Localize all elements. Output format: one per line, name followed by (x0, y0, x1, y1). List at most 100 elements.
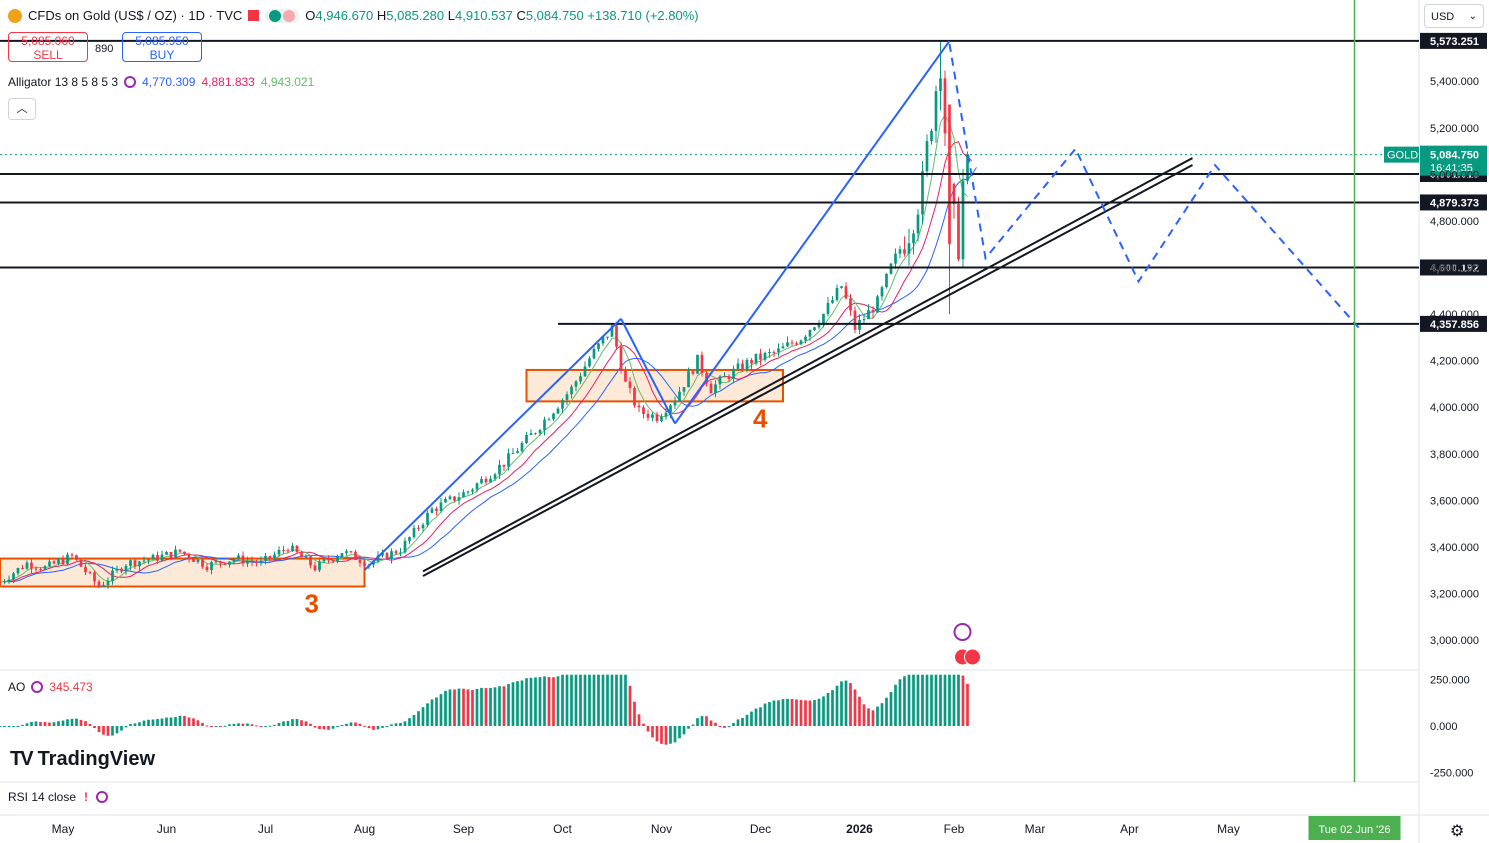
chevron-down-icon: ⌄ (1468, 11, 1477, 22)
candle-body (399, 552, 402, 554)
status-pill[interactable] (265, 8, 300, 23)
candle-body (601, 337, 605, 344)
price-tick-label: 4,600.000 (1430, 263, 1479, 275)
ao-bar (336, 726, 339, 727)
time-tick-label: Apr (1120, 822, 1139, 836)
symbol-title[interactable]: CFDs on Gold (US$ / OZ) · 1D · TVC (28, 8, 243, 23)
candle-body (732, 368, 735, 379)
candle-body (768, 352, 771, 354)
ao-bar (903, 676, 906, 726)
price-tick-label: 4,000.000 (1430, 402, 1479, 414)
ao-bar (367, 726, 371, 729)
candle-body (273, 554, 276, 559)
ao-bar (642, 723, 645, 726)
ao-bar (111, 726, 114, 736)
candle-body (300, 552, 303, 558)
rsi-reload-icon[interactable] (96, 791, 109, 803)
candle-body (952, 183, 956, 205)
candle-body (376, 555, 380, 562)
indicator-settings-icon[interactable] (124, 76, 137, 88)
candle-body (844, 286, 848, 299)
ao-bar (219, 726, 222, 727)
candle-body (795, 343, 798, 345)
ao-bar (277, 722, 281, 726)
candle-body (255, 562, 258, 564)
ao-bar (453, 689, 456, 726)
ao-bar (52, 722, 56, 726)
sell-button[interactable]: 5,085.060 SELL (8, 32, 88, 62)
ao-bar (25, 723, 29, 726)
candle-body (921, 171, 924, 215)
settings-gear-icon[interactable]: ⚙ (1450, 823, 1465, 840)
candle-body (390, 551, 393, 560)
candle-body (696, 354, 699, 374)
candle-body (304, 556, 308, 558)
ao-bar (552, 677, 555, 726)
currency-select[interactable]: USD ⌄ (1424, 4, 1484, 28)
candle-body (831, 300, 834, 303)
ao-bar (939, 674, 942, 726)
ao-bar (426, 703, 429, 726)
symbol-header[interactable]: CFDs on Gold (US$ / OZ) · 1D · TVC O4,94… (8, 8, 699, 23)
ao-bar (457, 688, 461, 726)
ao-bar (43, 722, 47, 726)
ao-bar (574, 674, 578, 726)
ao-bar (412, 714, 416, 726)
collapse-legend-button[interactable]: ︿ (8, 98, 36, 120)
ao-bar (961, 675, 965, 726)
warning-icon[interactable]: ! (84, 790, 89, 804)
time-tick-label: Jul (258, 822, 273, 836)
candle-body (628, 381, 632, 388)
candle-body (129, 560, 132, 566)
ao-bar (615, 674, 618, 726)
alligator-legend[interactable]: Alligator 13 8 5 8 5 3 4,770.309 4,881.8… (8, 75, 314, 89)
candle-body (174, 549, 177, 558)
candle-body (178, 549, 182, 552)
ao-bar (304, 721, 308, 726)
ao-bar (376, 726, 380, 730)
ao-settings-icon[interactable] (31, 681, 44, 693)
candle-body (111, 570, 114, 581)
rsi-legend[interactable]: RSI 14 close ! (8, 790, 109, 804)
candle-body (16, 567, 20, 574)
ao-bar (151, 719, 155, 726)
ao-tick-label: 250.000 (1430, 674, 1470, 686)
candle-body (259, 560, 263, 564)
candle-body (894, 253, 897, 264)
price-axis: 250.000 0.000 -250.000 3,000.000 3,200.000 3,… (1430, 76, 1479, 779)
candle-body (66, 554, 69, 565)
ao-bar (633, 701, 636, 726)
ao-bar (547, 677, 551, 726)
ao-bar (763, 703, 767, 726)
candle-body (385, 553, 389, 560)
candle-body (507, 453, 510, 467)
candle-body (534, 433, 537, 435)
ao-bar (660, 726, 663, 744)
vertical-marker-label-bg (1308, 816, 1401, 840)
ao-bar (385, 726, 389, 727)
ao-bar (75, 718, 78, 726)
candle-body (543, 419, 546, 431)
ao-bar (867, 708, 870, 726)
alligator-jaw-line (8, 167, 977, 583)
buy-button[interactable]: 5,085.950 BUY (122, 32, 202, 62)
ao-bar (300, 720, 303, 726)
candle-body (372, 561, 375, 565)
candle-body (309, 556, 312, 566)
candle-body (237, 555, 240, 560)
ao-legend[interactable]: AO 345.473 (8, 680, 93, 694)
candle-body (646, 413, 650, 418)
level-label: 4,879.373 (1430, 197, 1479, 209)
ao-bar (637, 714, 641, 726)
ao-bar (835, 685, 839, 726)
candle-body (934, 91, 938, 131)
ao-bar (943, 674, 947, 726)
candle-body (466, 491, 470, 493)
candle-body (246, 560, 249, 564)
ao-bar (520, 680, 524, 726)
current-price-bg (1420, 145, 1487, 176)
ao-bar (471, 690, 474, 726)
tradingview-logo[interactable]: TV TradingView (10, 748, 156, 770)
ao-bar (664, 726, 668, 745)
